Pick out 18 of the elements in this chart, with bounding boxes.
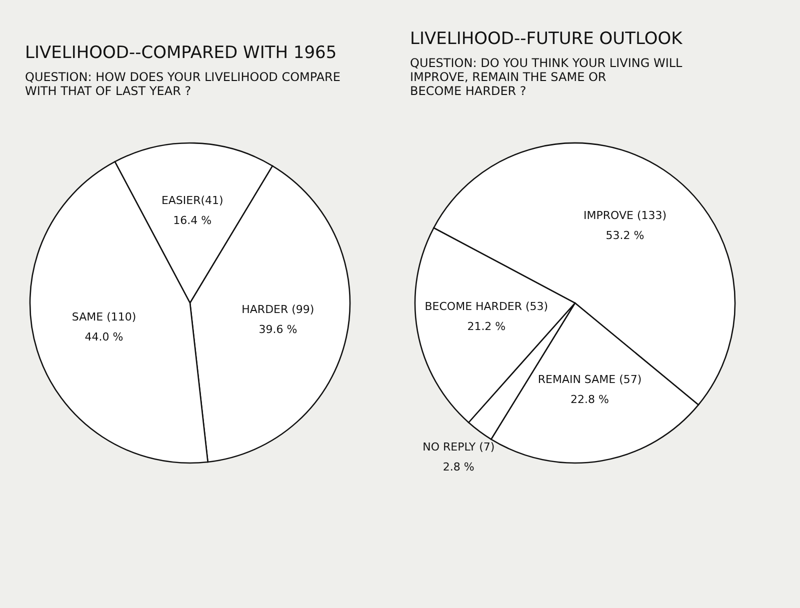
chart-title: LIVELIHOOD--COMPARED WITH 1965	[25, 43, 337, 63]
chart-subtitle: QUESTION: HOW DOES YOUR LIVELIHOOD COMPARE WITH THAT OF LAST YEAR ?	[25, 70, 340, 98]
slice-label: IMPROVE (133)	[584, 209, 667, 222]
slice-label: EASIER(41)	[161, 194, 224, 208]
slice-label: NO REPLY (7)	[422, 440, 495, 454]
data-label: 2.8 %	[442, 460, 474, 474]
slice-label: REMAIN SAME (57)	[538, 372, 642, 386]
chart-subtitle: QUESTION: DO YOU THINK YOUR LIVING WILL IMPROVE, REMAIN THE SAME OR BECOME HARDER ?	[410, 56, 683, 98]
chart-title: LIVELIHOOD--FUTURE OUTLOOK	[410, 29, 684, 49]
data-label: 44.0 %	[84, 330, 124, 344]
data-label: 16.4 %	[173, 214, 212, 228]
data-label: 21.2 %	[467, 320, 506, 333]
data-label: 39.6 %	[258, 323, 298, 336]
data-label: 53.2 %	[606, 229, 644, 242]
data-label: 22.8 %	[570, 392, 609, 406]
slice-label: BECOME HARDER (53)	[424, 300, 548, 313]
slice-label: HARDER (99)	[242, 303, 314, 316]
slice-label: SAME (110)	[72, 310, 136, 324]
